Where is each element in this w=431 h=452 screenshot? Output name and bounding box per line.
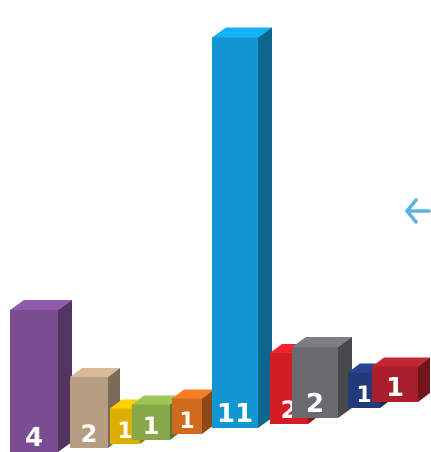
bar-4-top xyxy=(132,395,182,405)
bar-2-top xyxy=(70,368,120,377)
bar-8-top xyxy=(292,337,352,347)
bar-10-value-label: 1 xyxy=(386,373,404,403)
bar-5-top xyxy=(172,389,214,399)
bar-6-front xyxy=(212,37,258,428)
bar-8-front xyxy=(292,347,338,418)
bar-5-front xyxy=(172,398,202,434)
bar-6-side xyxy=(258,27,272,428)
bar-10-top xyxy=(372,357,430,367)
bar-8-value-label: 2 xyxy=(306,389,324,419)
bar-3-value-label: 1 xyxy=(117,419,132,444)
bar-1-front xyxy=(10,310,58,452)
bar-10-side xyxy=(418,357,430,402)
bar-4-value-label: 1 xyxy=(143,412,160,440)
bar-2-value-label: 2 xyxy=(81,420,98,448)
bar-6: 11 xyxy=(212,27,272,429)
bar-1: 4 xyxy=(10,300,72,452)
bar-4-front xyxy=(132,404,170,440)
bar-1-value-label: 4 xyxy=(25,423,43,452)
bar-10-front xyxy=(372,366,418,402)
bar-5: 1 xyxy=(172,389,214,434)
bar-1-side xyxy=(58,300,72,452)
bar-1-top xyxy=(10,300,72,310)
bar-5-value-label: 1 xyxy=(179,409,194,434)
bar-8: 2 xyxy=(292,337,352,419)
arrow-left-icon[interactable] xyxy=(404,196,431,226)
bar-6-value-label: 11 xyxy=(217,399,253,429)
bar-9-value-label: 1 xyxy=(356,383,371,408)
bar-5-side xyxy=(202,389,214,434)
bar-2-front xyxy=(70,377,108,448)
bar-6-top xyxy=(212,27,272,38)
bar-10: 1 xyxy=(372,357,430,403)
